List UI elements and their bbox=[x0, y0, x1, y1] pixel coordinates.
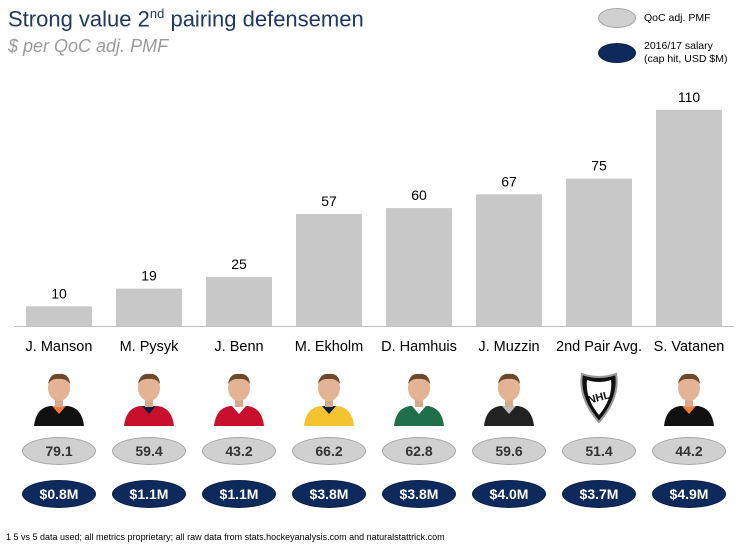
data-label: 60 bbox=[411, 187, 427, 203]
legend-label-salary-line1: 2016/17 salary bbox=[644, 40, 713, 52]
salary-value: $3.8M bbox=[382, 480, 456, 508]
canadiens-player-photo bbox=[212, 368, 266, 426]
bar bbox=[26, 306, 92, 326]
qoc-pmf-value: 62.8 bbox=[382, 437, 456, 465]
salary-value: $4.9M bbox=[652, 480, 726, 508]
player-name: S. Vatanen bbox=[653, 339, 725, 355]
legend-item-qoc: QoC adj. PMF bbox=[598, 8, 711, 28]
legend-item-salary: 2016/17 salary (cap hit, USD $M) bbox=[598, 40, 727, 66]
data-label: 67 bbox=[501, 173, 517, 189]
salary-value: $4.0M bbox=[472, 480, 546, 508]
data-label: 57 bbox=[321, 193, 337, 209]
player-name: D. Hamhuis bbox=[381, 339, 457, 355]
player-name: J. Benn bbox=[214, 339, 264, 355]
data-label: 19 bbox=[141, 268, 157, 284]
chart-subtitle: $ per QoC adj. PMF bbox=[8, 36, 169, 56]
legend-swatch-salary bbox=[598, 43, 636, 63]
stars-player-photo bbox=[392, 368, 446, 426]
panthers-player-photo bbox=[122, 368, 176, 426]
bar bbox=[116, 288, 182, 326]
player-name: J. Manson bbox=[25, 339, 93, 355]
legend-label-qoc: QoC adj. PMF bbox=[644, 11, 711, 24]
legend-swatch-qoc bbox=[598, 8, 636, 28]
bar-chart: 10 19 25 57 60 67 75 110 bbox=[14, 89, 734, 327]
bar bbox=[386, 208, 452, 326]
salary-value: $3.8M bbox=[292, 480, 366, 508]
bar bbox=[206, 276, 272, 326]
qoc-pmf-value: 79.1 bbox=[22, 437, 96, 465]
nhl-shield-logo: NHL bbox=[572, 368, 626, 426]
footnote: 1 5 vs 5 data used; all metrics propriet… bbox=[6, 532, 445, 542]
salary-value: $0.8M bbox=[22, 480, 96, 508]
svg-text:NHL: NHL bbox=[587, 389, 612, 407]
ducks-player-photo bbox=[32, 368, 86, 426]
player-name: J. Muzzin bbox=[478, 339, 540, 355]
player-name: M. Ekholm bbox=[294, 339, 364, 355]
data-label: 25 bbox=[231, 256, 247, 272]
data-label: 75 bbox=[591, 158, 607, 174]
qoc-pmf-value: 44.2 bbox=[652, 437, 726, 465]
ducks-player-photo bbox=[662, 368, 716, 426]
qoc-pmf-value: 66.2 bbox=[292, 437, 366, 465]
bar bbox=[476, 194, 542, 326]
salary-value: $1.1M bbox=[202, 480, 276, 508]
salary-value: $1.1M bbox=[112, 480, 186, 508]
data-label: 110 bbox=[678, 89, 701, 105]
chart-title: Strong value 2nd pairing defensemen bbox=[8, 6, 364, 32]
qoc-pmf-value: 43.2 bbox=[202, 437, 276, 465]
kings-player-photo bbox=[482, 368, 536, 426]
predators-player-photo bbox=[302, 368, 356, 426]
player-name: M. Pysyk bbox=[119, 339, 179, 355]
qoc-pmf-value: 51.4 bbox=[562, 437, 636, 465]
data-label: 10 bbox=[51, 285, 67, 301]
player-name: 2nd Pair Avg. bbox=[556, 339, 642, 355]
qoc-pmf-value: 59.6 bbox=[472, 437, 546, 465]
bar bbox=[296, 213, 362, 326]
salary-value: $3.7M bbox=[562, 480, 636, 508]
legend-label-salary-line2: (cap hit, USD $M) bbox=[644, 53, 728, 65]
bar bbox=[566, 178, 632, 326]
qoc-pmf-value: 59.4 bbox=[112, 437, 186, 465]
bar bbox=[656, 109, 722, 327]
